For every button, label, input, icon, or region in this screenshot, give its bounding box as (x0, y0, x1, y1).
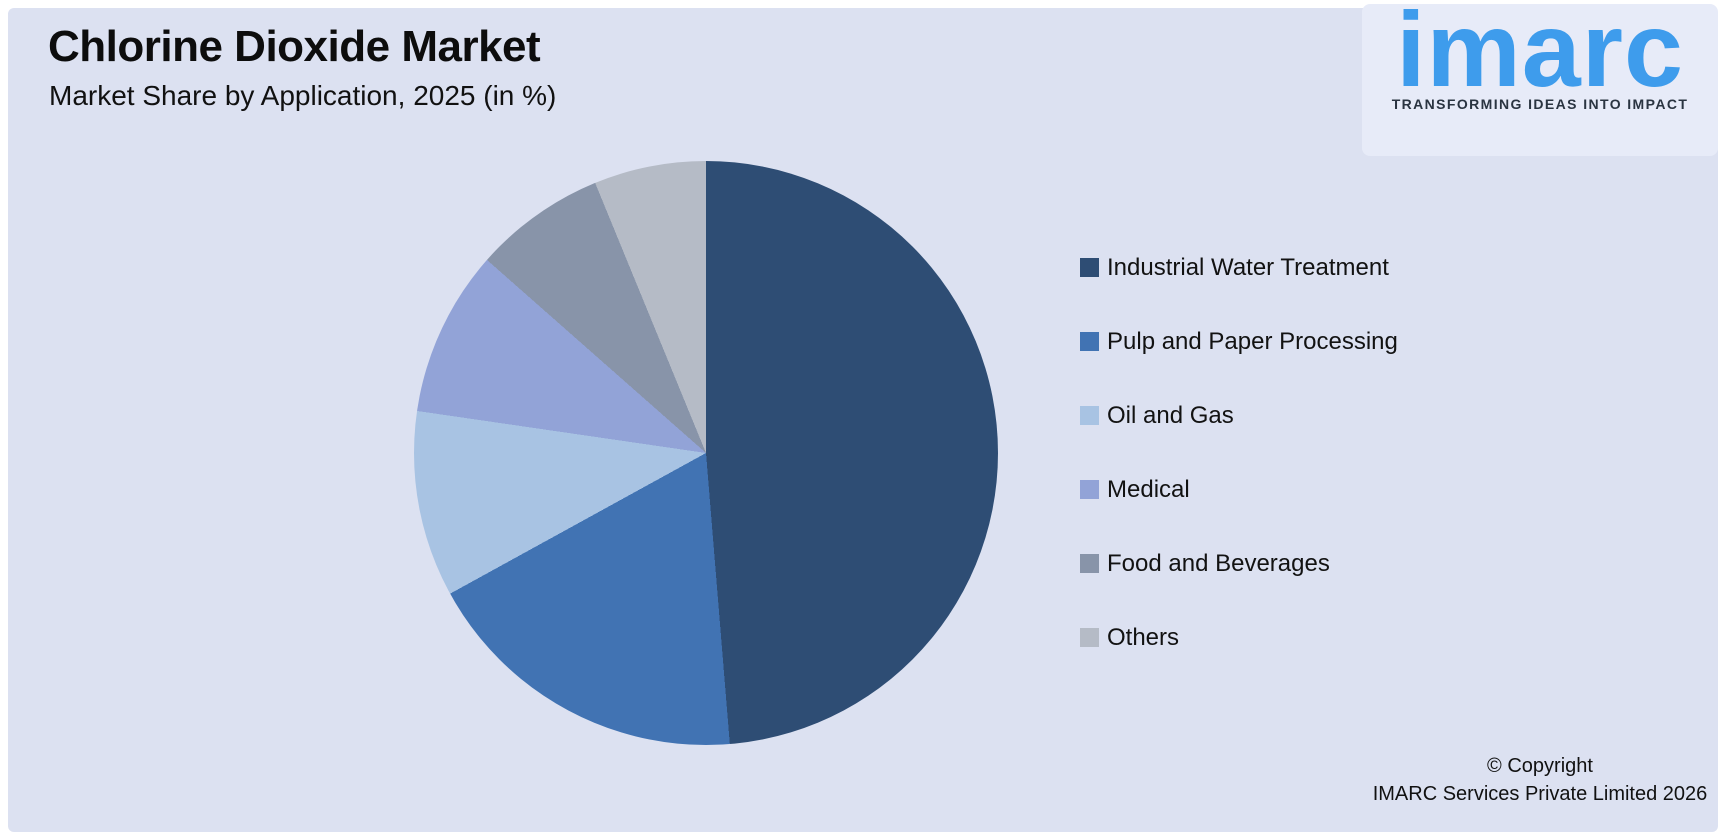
imarc-tagline: TRANSFORMING IDEAS INTO IMPACT (1391, 95, 1689, 112)
page-title: Chlorine Dioxide Market (48, 22, 541, 71)
legend-item-medical: Medical (1080, 475, 1398, 503)
legend-swatch (1080, 332, 1099, 351)
copyright-notice: © Copyright IMARC Services Private Limit… (1360, 752, 1720, 808)
pie-chart (414, 161, 998, 745)
legend-label: Medical (1107, 475, 1190, 503)
legend-label: Industrial Water Treatment (1107, 253, 1389, 281)
legend-swatch (1080, 480, 1099, 499)
legend-swatch (1080, 258, 1099, 277)
imarc-logo: imarc TRANSFORMING IDEAS INTO IMPACT (1362, 0, 1718, 156)
legend-item-pulp-and-paper-processing: Pulp and Paper Processing (1080, 327, 1398, 355)
legend-item-oil-and-gas: Oil and Gas (1080, 401, 1398, 429)
chart-subtitle: Market Share by Application, 2025 (in %) (49, 80, 557, 111)
legend-swatch (1080, 406, 1099, 425)
legend-swatch (1080, 554, 1099, 573)
copyright-line1: © Copyright (1487, 755, 1593, 777)
imarc-wordmark: imarc (1396, 0, 1684, 109)
legend: Industrial Water Treatment Pulp and Pape… (1080, 253, 1398, 651)
legend-item-industrial-water-treatment: Industrial Water Treatment (1080, 253, 1398, 281)
legend-label: Pulp and Paper Processing (1107, 327, 1398, 355)
legend-item-food-and-beverages: Food and Beverages (1080, 549, 1398, 577)
copyright-line2: IMARC Services Private Limited 2026 (1372, 783, 1708, 805)
legend-label: Oil and Gas (1107, 401, 1234, 429)
legend-item-others: Others (1080, 623, 1398, 651)
legend-label: Others (1107, 623, 1180, 651)
legend-swatch (1080, 628, 1099, 647)
legend-label: Food and Beverages (1107, 549, 1330, 577)
